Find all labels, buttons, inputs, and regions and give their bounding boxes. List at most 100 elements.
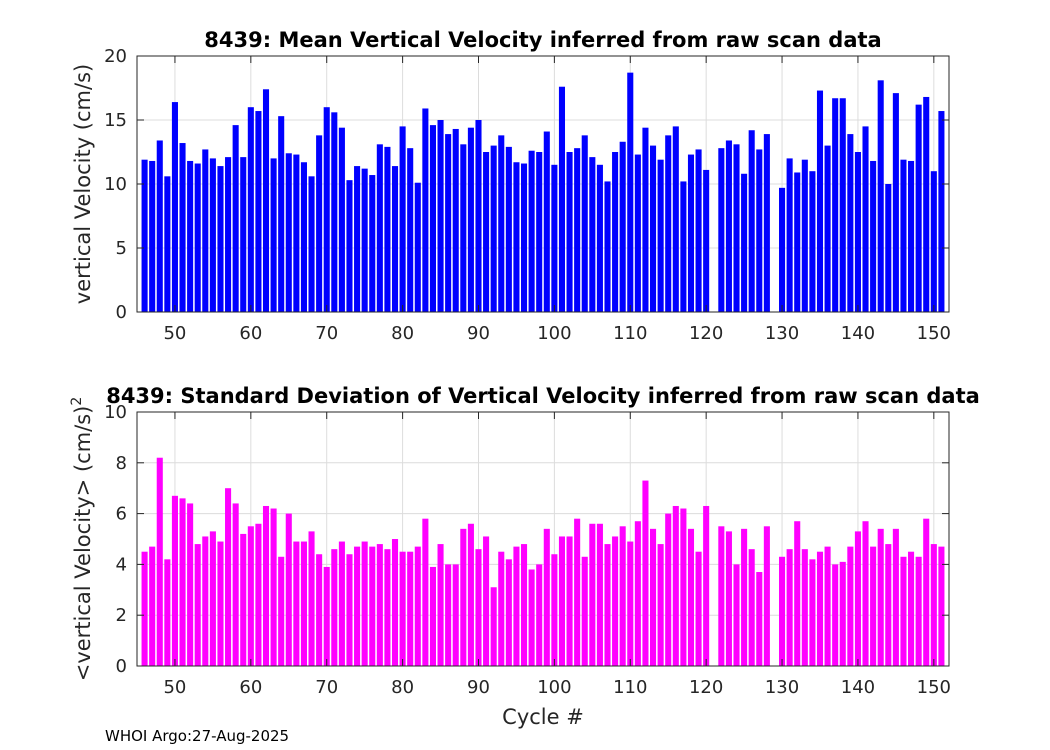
bar <box>513 162 520 312</box>
bar <box>756 572 763 666</box>
x-tick-label: 90 <box>467 323 490 344</box>
bar <box>604 544 611 666</box>
x-tick-label: 120 <box>689 677 723 698</box>
bar <box>278 116 285 312</box>
bar <box>870 160 877 312</box>
bar <box>763 134 770 312</box>
bar <box>285 153 292 312</box>
y-tick-label: 20 <box>104 46 127 67</box>
bar <box>809 559 816 666</box>
y-tick-label: 8 <box>116 453 127 474</box>
y-axis-label: <vertical Velocity> (cm/s)2 <box>69 397 95 682</box>
bar <box>171 495 178 666</box>
bar <box>862 126 869 313</box>
bar <box>596 523 603 666</box>
bar <box>589 157 596 312</box>
chart-title: 8439: Standard Deviation of Vertical Vel… <box>106 384 980 408</box>
bar <box>171 102 178 312</box>
bar <box>520 544 528 666</box>
y-tick-label: 15 <box>104 110 127 131</box>
bar <box>255 523 262 666</box>
bar <box>247 526 254 666</box>
bar <box>725 140 732 312</box>
y-tick-label: 0 <box>116 656 127 677</box>
bar <box>369 546 376 666</box>
bar <box>680 508 687 666</box>
bar <box>460 528 467 666</box>
y-tick-label: 5 <box>116 238 127 259</box>
bar <box>801 549 808 666</box>
bar <box>247 107 254 312</box>
bar <box>270 508 277 666</box>
bar <box>680 181 687 312</box>
bar <box>566 536 573 666</box>
bar <box>930 544 937 666</box>
bar <box>338 127 345 313</box>
bar <box>695 551 702 666</box>
bar <box>262 89 270 312</box>
bar <box>786 158 793 312</box>
bar <box>483 536 490 666</box>
footer-credit: WHOI Argo:27-Aug-2025 <box>105 727 289 745</box>
x-tick-label: 50 <box>163 323 186 344</box>
bar <box>149 546 156 666</box>
bar <box>528 150 535 312</box>
x-tick-label: 110 <box>613 323 647 344</box>
bar <box>763 526 770 666</box>
bar <box>756 149 763 312</box>
bar <box>695 149 702 312</box>
bar <box>407 148 414 312</box>
bar <box>543 528 550 666</box>
x-tick-label: 150 <box>917 323 951 344</box>
bar <box>354 166 361 312</box>
bar <box>141 551 148 666</box>
bar <box>892 93 899 313</box>
bar <box>665 513 672 666</box>
bar <box>816 90 824 312</box>
bar <box>642 480 649 666</box>
bar <box>839 561 846 666</box>
bar <box>346 554 353 666</box>
bar <box>908 160 915 312</box>
x-tick-label: 60 <box>239 323 262 344</box>
bar <box>794 172 801 312</box>
bar <box>490 145 497 312</box>
bar <box>930 171 937 312</box>
bar <box>908 551 915 666</box>
bar <box>293 541 300 666</box>
bar <box>650 528 657 666</box>
bar <box>877 80 884 312</box>
bar <box>187 503 194 666</box>
bar <box>725 531 732 666</box>
bar <box>892 528 899 666</box>
x-tick-label: 80 <box>391 677 414 698</box>
bar <box>187 160 194 312</box>
y-tick-label: 6 <box>116 504 127 525</box>
bar <box>278 556 285 666</box>
bar <box>551 164 558 312</box>
bar <box>923 518 930 666</box>
bar <box>316 135 323 312</box>
bar <box>422 518 429 666</box>
bar <box>596 164 603 312</box>
bar <box>558 536 566 666</box>
bar <box>156 457 163 666</box>
bar <box>619 526 626 666</box>
bar <box>627 72 634 312</box>
bar <box>824 145 831 312</box>
bar <box>566 152 573 312</box>
bar <box>179 498 186 666</box>
bar <box>900 159 907 312</box>
bar <box>399 551 406 666</box>
bar <box>847 546 854 666</box>
bar <box>498 135 505 312</box>
bar <box>316 554 323 666</box>
bar <box>308 176 315 312</box>
bar <box>141 159 148 312</box>
bar <box>391 166 399 312</box>
mean-velocity-chart: 50 60 70 80 90 100 110 120 130 140 150 0 5 10 15 20 843… <box>71 28 951 344</box>
bar <box>543 131 550 312</box>
bar <box>612 152 619 312</box>
bar <box>384 146 391 312</box>
bar <box>354 546 361 666</box>
